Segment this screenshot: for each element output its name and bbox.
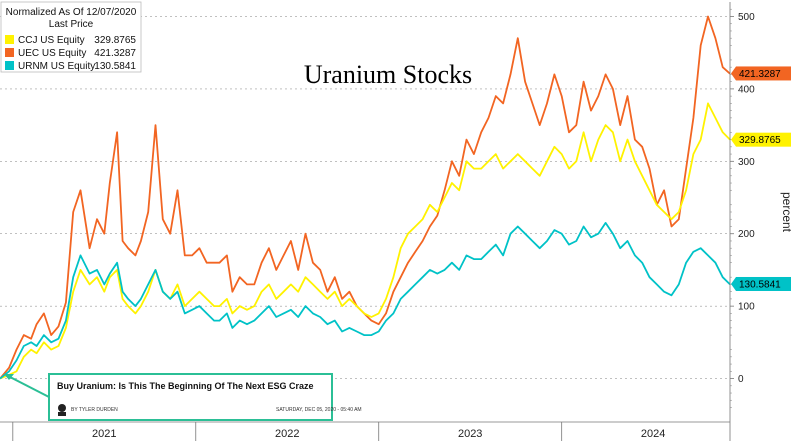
legend-name-uec: UEC US Equity	[18, 48, 86, 59]
last-price-box-uec	[736, 66, 791, 81]
legend-value-uec: 421.3287	[94, 48, 136, 59]
y-tick-label-400: 400	[738, 84, 755, 95]
last-price-label-uec: 421.3287	[739, 69, 781, 80]
legend-header-line1: Normalized As Of 12/07/2020	[6, 7, 137, 18]
article-byline: BY TYLER DURDEN	[71, 407, 118, 413]
y-tick-label-0: 0	[738, 374, 744, 385]
x-dividers	[12, 422, 731, 441]
y-tick-label-300: 300	[738, 157, 755, 168]
last-price-pointer-uec	[731, 66, 736, 81]
last-price-pointer-urnm	[731, 276, 736, 291]
series-line-ccj	[0, 102, 731, 380]
y-tick-label-200: 200	[738, 229, 755, 240]
series-line-urnm	[0, 221, 731, 380]
article-tag-connector	[9, 376, 50, 398]
legend-box	[0, 1, 142, 73]
last-price-box-ccj	[736, 132, 791, 147]
last-price-label-ccj: 329.8765	[739, 135, 781, 146]
last-price-pointer-ccj	[731, 132, 736, 147]
legend-swatch-uec	[5, 48, 14, 57]
article-dateline: SATURDAY, DEC 05, 2020 - 05:40 AM	[276, 407, 362, 413]
x-axis: 2021 2022 2023 2024	[0, 421, 730, 440]
x-label-2021: 2021	[92, 428, 116, 440]
legend-name-ccj: CCJ US Equity	[18, 35, 85, 46]
article-tag: Buy Uranium: Is This The Beginning Of Th…	[4, 373, 362, 421]
legend-value-ccj: 329.8765	[94, 35, 136, 46]
article-headline: Buy Uranium: Is This The Beginning Of Th…	[57, 381, 314, 391]
x-label-2024: 2024	[641, 428, 665, 440]
last-price-label-urnm: 130.5841	[739, 279, 781, 290]
legend: Normalized As Of 12/07/2020 Last Price C…	[0, 1, 142, 73]
x-label-2022: 2022	[275, 428, 299, 440]
x-label-2023: 2023	[458, 428, 482, 440]
legend-name-urnm: URNM US Equity	[18, 61, 95, 72]
author-avatar-icon	[58, 404, 66, 416]
legend-swatch-urnm	[5, 61, 14, 70]
legend-swatch-ccj	[5, 35, 14, 44]
legend-items: CCJ US Equity 329.8765 UEC US Equity 421.32…	[5, 35, 136, 72]
legend-header-line2: Last Price	[49, 19, 94, 30]
chart-title: Uranium Stocks	[304, 60, 472, 89]
series-layer	[0, 15, 731, 380]
y-axis: 0 100 200 300 400 500	[729, 2, 755, 422]
y-tick-label-100: 100	[738, 302, 755, 313]
last-price-tags: 421.3287 329.8765 130.5841	[731, 66, 791, 291]
article-tag-arrow	[4, 374, 14, 380]
legend-value-urnm: 130.5841	[94, 61, 136, 72]
y-axis-label: percent	[780, 192, 794, 233]
last-price-box-urnm	[736, 276, 791, 291]
y-tick-label-500: 500	[738, 12, 755, 23]
